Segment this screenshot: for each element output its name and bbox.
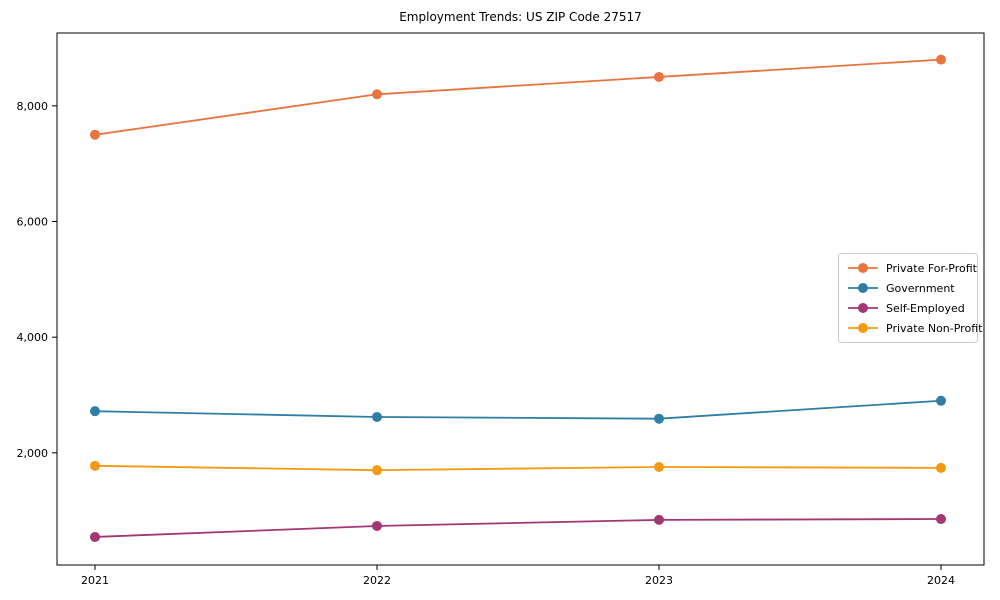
legend-item-self-employed: Self-Employed [847, 302, 969, 315]
data-point-self-employed-2021 [90, 531, 100, 542]
data-point-private-for-profit-2023 [654, 71, 664, 82]
legend-label: Private Non-Profit [886, 321, 983, 335]
legend-label: Government [886, 281, 955, 295]
data-point-private-non-profit-2023 [654, 461, 664, 472]
data-point-private-non-profit-2021 [90, 460, 100, 471]
y-axis-tick-label: 6,000 [17, 216, 49, 229]
legend-item-private-for-profit: Private For-Profit [847, 262, 977, 275]
data-point-government-2022 [372, 411, 382, 422]
legend-line-marker-icon [848, 323, 878, 333]
x-axis-tick-label: 2023 [645, 574, 673, 587]
data-point-private-non-profit-2024 [936, 462, 946, 473]
legend: Private For-Profit Government Self-Emplo… [838, 253, 982, 343]
series-line-private-for-profit [94, 58, 942, 136]
data-point-government-2021 [90, 406, 100, 417]
data-point-private-for-profit-2022 [372, 89, 382, 100]
series-line-private-non-profit [94, 464, 942, 472]
series-line-government [94, 399, 942, 420]
x-axis-tick-label: 2021 [81, 574, 109, 587]
data-point-private-for-profit-2024 [936, 54, 946, 65]
plot-frame [56, 32, 985, 566]
legend-line-marker-icon [848, 283, 878, 293]
x-axis-tick-label: 2024 [927, 574, 955, 587]
legend-item-government: Government [847, 282, 969, 295]
legend-line-marker-icon [848, 303, 878, 313]
data-point-self-employed-2022 [372, 520, 382, 531]
series-line-self-employed [94, 518, 942, 538]
chart-title: Employment Trends: US ZIP Code 27517 [399, 10, 642, 24]
legend-label: Self-Employed [886, 301, 965, 315]
data-point-self-employed-2023 [654, 514, 664, 525]
y-axis-tick-label: 2,000 [17, 447, 49, 460]
legend-line-marker-icon [848, 263, 878, 273]
x-axis-tick-label: 2022 [363, 574, 391, 587]
y-axis-tick-label: 8,000 [17, 100, 49, 113]
data-point-private-non-profit-2022 [372, 465, 382, 476]
data-point-government-2023 [654, 413, 664, 424]
data-point-self-employed-2024 [936, 514, 946, 525]
y-axis-tick-label: 4,000 [17, 331, 49, 344]
legend-label: Private For-Profit [886, 261, 977, 275]
data-point-government-2024 [936, 395, 946, 406]
data-point-private-for-profit-2021 [90, 129, 100, 140]
legend-item-private-non-profit: Private Non-Profit [847, 322, 982, 335]
